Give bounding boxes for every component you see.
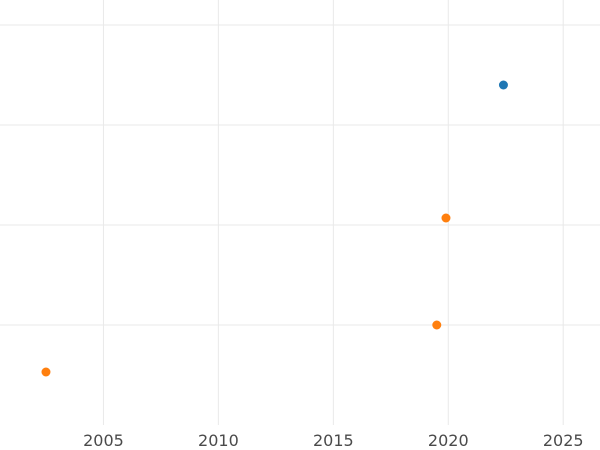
x-tick-label: 2025 <box>543 431 584 450</box>
x-tick-label: 2015 <box>313 431 354 450</box>
y-gridlines <box>0 24 600 326</box>
data-point-series-1-2 <box>41 367 51 377</box>
data-point-series-1-0 <box>441 213 451 223</box>
x-tick-label: 2005 <box>83 431 124 450</box>
x-tick-label: 2010 <box>198 431 239 450</box>
x-tick-label: 2020 <box>428 431 469 450</box>
data-point-series-0-0 <box>498 80 508 90</box>
x-gridlines <box>102 0 564 425</box>
x-tick-labels: 2005 2010 2015 2020 2025 <box>83 431 583 450</box>
data-points <box>41 80 508 377</box>
data-point-series-1-1 <box>432 320 442 330</box>
